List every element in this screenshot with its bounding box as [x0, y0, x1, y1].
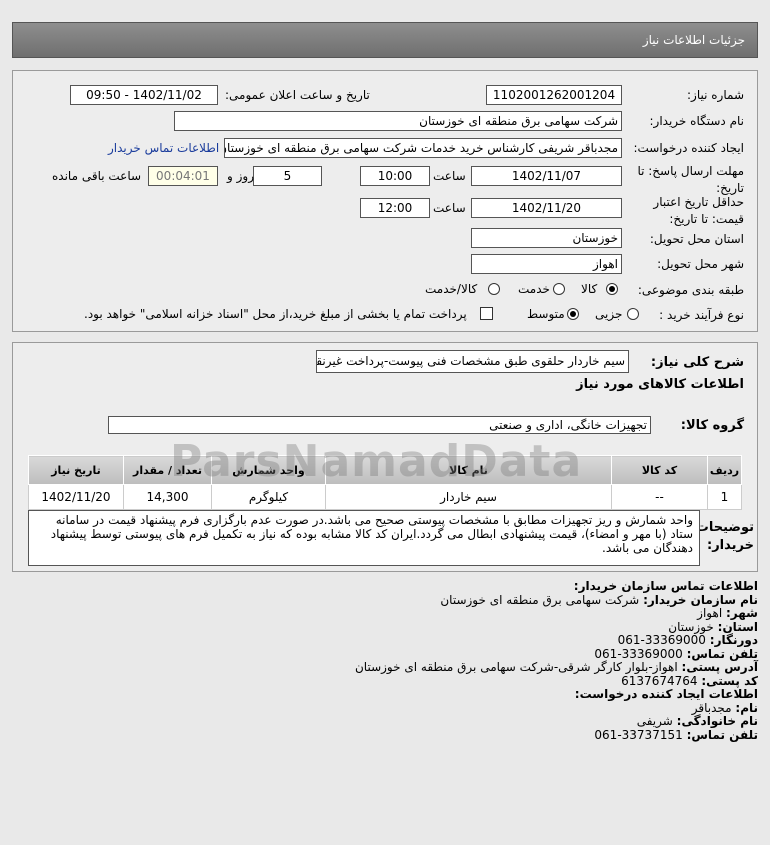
buyer-contact-info: اطلاعات تماس سازمان خریدار: نام سازمان خ… [354, 579, 758, 742]
deadline-label-2: تاریخ: [716, 181, 744, 195]
buyer-org-field[interactable]: شرکت سهامی برق منطقه ای خوزستان [174, 111, 622, 131]
need-number-label: شماره نیاز: [687, 88, 744, 102]
contact-address: آدرس پستی: اهواز-بلوار کارگر شرقی-شرکت س… [354, 660, 758, 674]
city-field[interactable]: اهواز [471, 254, 622, 274]
category-option-service: خدمت [518, 282, 550, 296]
cell-quantity: 14,300 [123, 484, 212, 510]
col-name: نام کالا [325, 455, 612, 485]
contact-city: شهر: اهواز [697, 606, 758, 620]
contact-province: استان: خوزستان [668, 619, 758, 634]
remaining-time-field: 00:04:01 [148, 166, 218, 186]
creator-phone: تلفن تماس: 33737151-061 [594, 727, 758, 742]
province-label: استان محل تحویل: [649, 232, 744, 246]
contact-heading: اطلاعات تماس سازمان خریدار: [573, 579, 758, 593]
contact-postal-code: کد پستی: 6137674764 [621, 673, 758, 688]
page-title: جزئیات اطلاعات نیاز [642, 33, 745, 47]
category-label: طبقه بندی موضوعی: [637, 283, 744, 297]
purchase-option-medium: متوسط [527, 307, 565, 321]
creator-first-name: نام: مجدباقر [691, 700, 758, 715]
validity-date-field[interactable]: 1402/11/20 [471, 198, 622, 218]
deadline-label: مهلت ارسال پاسخ: تا [637, 164, 744, 178]
col-quantity: تعداد / مقدار [123, 455, 212, 485]
deadline-time-field[interactable]: 10:00 [360, 166, 430, 186]
buyer-org-label: نام دستگاه خریدار: [649, 114, 745, 128]
goods-table: ردیف کد کالا نام کالا واحد شمارش تعداد /… [28, 455, 742, 510]
city-label: شهر محل تحویل: [657, 257, 744, 271]
validity-time-label: ساعت [433, 201, 466, 215]
cell-unit: کیلوگرم [211, 484, 326, 510]
notes-label-2: خریدار: [707, 538, 754, 553]
deadline-date-field[interactable]: 1402/11/07 [471, 166, 622, 186]
cell-code: -- [611, 484, 708, 510]
summary-field[interactable]: سیم خاردار حلقوی طبق مشخصات فنی پیوست-پر… [316, 350, 629, 373]
purchase-radio-minor[interactable] [627, 308, 639, 320]
days-field[interactable]: 5 [253, 166, 322, 186]
title-bar: جزئیات اطلاعات نیاز [12, 22, 758, 58]
col-row-number: ردیف [707, 455, 742, 485]
category-radio-both[interactable] [488, 283, 500, 295]
cell-row-number: 1 [707, 484, 742, 510]
purchase-type-label: نوع فرآیند خرید : [659, 308, 744, 322]
days-label: روز و [227, 169, 254, 183]
time-label: ساعت [433, 169, 466, 183]
validity-label-2: قیمت: تا تاریخ: [669, 212, 744, 226]
cell-need-date: 1402/11/20 [28, 484, 124, 510]
notes-label: توضیحات [695, 520, 754, 535]
validity-time-field[interactable]: 12:00 [360, 198, 430, 218]
category-radio-service[interactable] [553, 283, 565, 295]
col-unit: واحد شمارش [211, 455, 326, 485]
creator-label: ایجاد کننده درخواست: [633, 141, 744, 155]
contact-org: نام سازمان خریدار: شرکت سهامی برق منطقه … [440, 592, 758, 607]
group-field[interactable]: تجهیزات خانگی، اداری و صنعتی [108, 416, 651, 434]
category-radio-goods[interactable] [606, 283, 618, 295]
table-header-row: ردیف کد کالا نام کالا واحد شمارش تعداد /… [28, 455, 742, 485]
table-row[interactable]: 1 -- سیم خاردار کیلوگرم 14,300 1402/11/2… [28, 484, 742, 510]
category-option-goods: کالا [581, 282, 598, 296]
remaining-label: ساعت باقی مانده [52, 169, 142, 183]
contact-phone: تلفن تماس: 33369000-061 [594, 646, 758, 661]
col-code: کد کالا [611, 455, 708, 485]
creator-field[interactable]: مجدباقر شریفی کارشناس خرید خدمات شرکت سه… [224, 138, 622, 158]
province-field[interactable]: خوزستان [471, 228, 622, 248]
purchase-radio-medium[interactable] [567, 308, 579, 320]
goods-heading: اطلاعات کالاهای مورد نیاز [576, 377, 744, 392]
validity-label: حداقل تاریخ اعتبار [653, 195, 744, 209]
creator-last-name: نام خانوادگی: شریفی [636, 714, 758, 728]
buyer-notes: واحد شمارش و ریز تجهیزات مطابق با مشخصات… [28, 510, 700, 566]
treasury-checkbox[interactable] [480, 307, 493, 320]
announce-label: تاریخ و ساعت اعلان عمومی: [225, 88, 370, 102]
summary-label: شرح کلی نیاز: [650, 355, 744, 370]
group-label: گروه کالا: [680, 418, 744, 433]
payment-note: پرداخت تمام یا بخشی از مبلغ خرید،از محل … [84, 307, 467, 321]
announce-field[interactable]: 1402/11/02 - 09:50 [70, 85, 218, 105]
need-number-field[interactable]: 1102001262001204 [486, 85, 622, 105]
creator-heading: اطلاعات ایجاد کننده درخواست: [574, 687, 758, 701]
cell-name: سیم خاردار [325, 484, 612, 510]
category-option-both: کالا/خدمت [425, 282, 478, 296]
col-need-date: تاریخ نیاز [28, 455, 124, 485]
purchase-option-minor: جزیی [595, 307, 623, 321]
contact-fax: دورنگار: 33369000-061 [617, 633, 758, 647]
buyer-contact-link[interactable]: اطلاعات تماس خریدار [108, 141, 220, 155]
